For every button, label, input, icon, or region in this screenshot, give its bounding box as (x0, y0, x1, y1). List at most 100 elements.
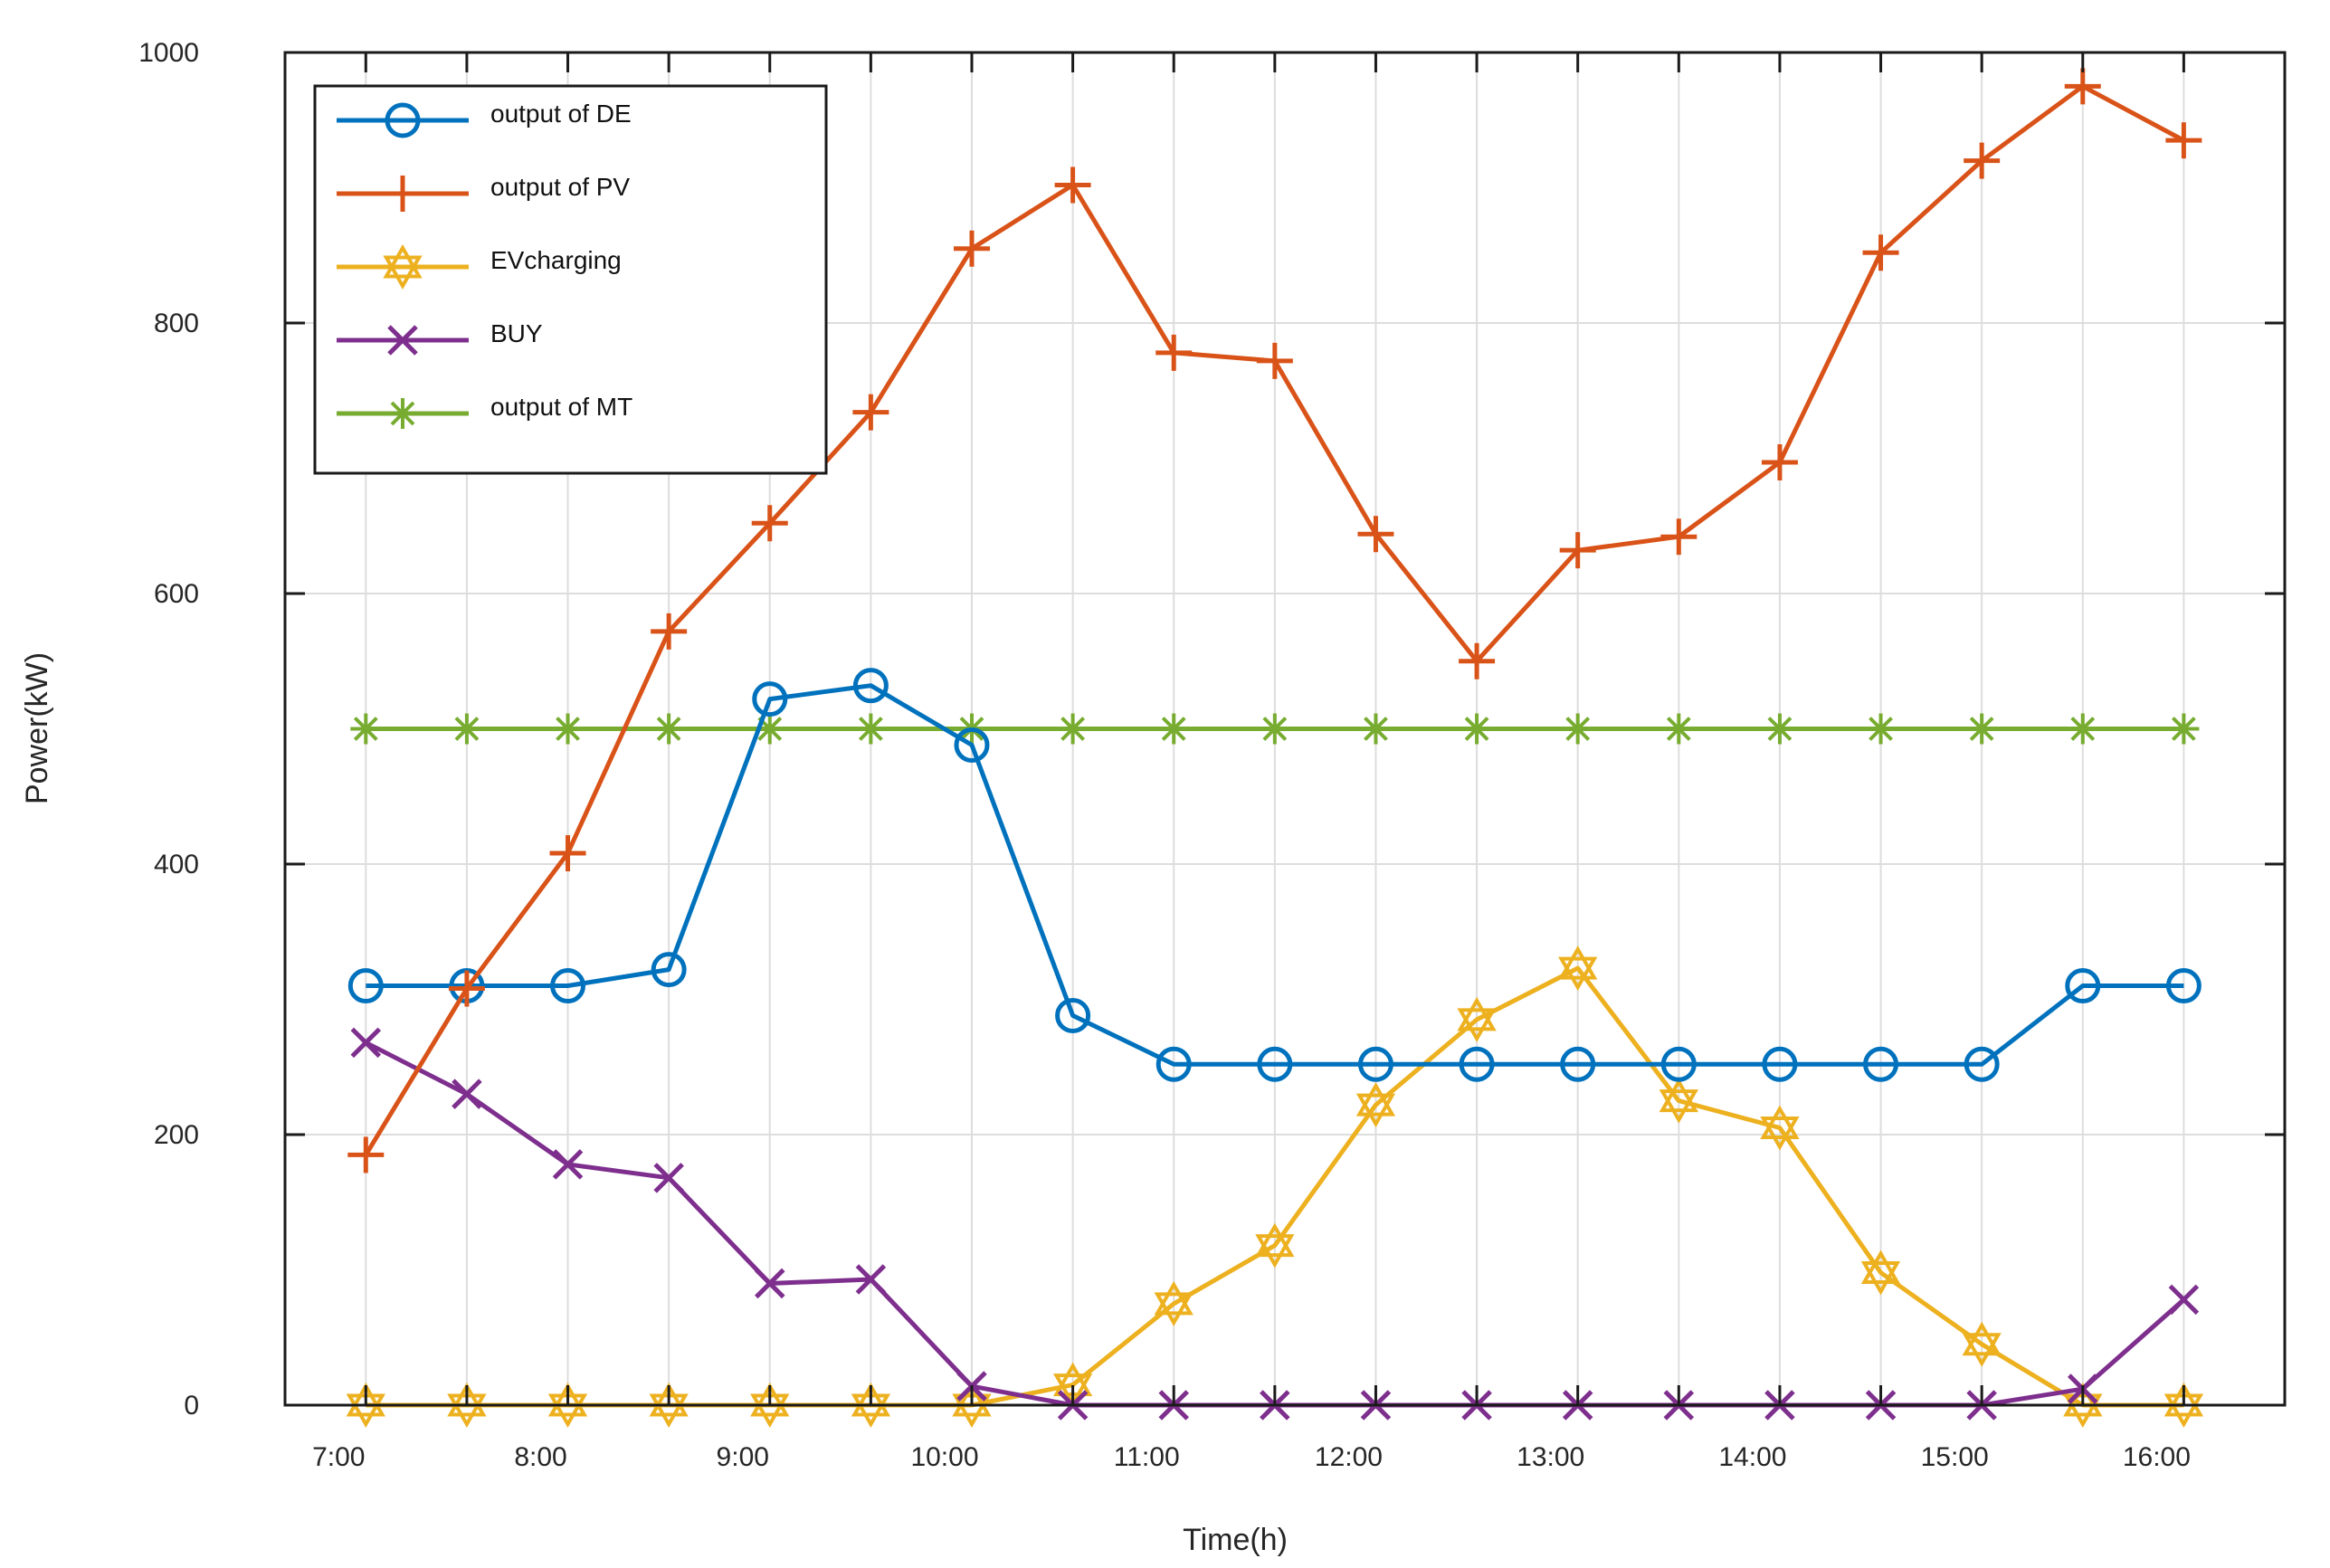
data-point (653, 713, 685, 745)
data-point (1863, 1046, 1899, 1082)
data-point (347, 1136, 385, 1174)
data-point (452, 1079, 482, 1109)
legend-entry: BUY (337, 319, 543, 356)
data-point (1663, 713, 1695, 745)
data-point (1256, 342, 1293, 379)
legend-label: EVcharging (490, 246, 622, 274)
x-tick-label: 10:00 (910, 1442, 978, 1472)
x-tick-label: 15:00 (1921, 1442, 1989, 1472)
data-point (653, 1163, 684, 1193)
data-point (1155, 1046, 1192, 1082)
legend-entry: output of DE (337, 100, 632, 138)
data-point (550, 968, 586, 1004)
data-point (549, 835, 586, 872)
legend: output of DE output of PV EVcharging BUY out… (313, 84, 828, 475)
data-point (347, 968, 384, 1004)
x-tick-label: 14:00 (1718, 1442, 1786, 1472)
data-point (1860, 1250, 1901, 1296)
data-point (1054, 166, 1091, 204)
data-point (1457, 996, 1497, 1042)
data-point (1357, 516, 1394, 553)
ticks (285, 51, 2285, 1407)
legend-label: output of PV (490, 173, 630, 201)
legend-entry: output of PV (337, 173, 630, 212)
data-point (552, 713, 584, 745)
data-point (1558, 946, 1598, 992)
data-point (1760, 1105, 1800, 1151)
y-tick-label: 0 (184, 1391, 199, 1421)
data-point (1057, 713, 1089, 745)
data-point (1155, 334, 1193, 371)
data-point (350, 1027, 382, 1059)
data-point (1154, 1280, 1194, 1326)
y-tick-label: 400 (154, 850, 199, 879)
data-point (1659, 1078, 1698, 1124)
data-point (1158, 713, 1190, 745)
data-point (855, 713, 887, 745)
data-point (953, 230, 990, 267)
y-axis-title: Power(kW) (20, 652, 54, 804)
y-tick-label: 1000 (138, 38, 199, 68)
legend-marker (385, 176, 421, 212)
plot-frame (283, 51, 2287, 1407)
x-tick-label: 16:00 (2123, 1442, 2191, 1472)
data-point (752, 681, 788, 717)
data-point (2168, 1284, 2200, 1316)
data-point (1559, 532, 1596, 569)
data-point (2064, 68, 2101, 105)
legend-marker (383, 244, 423, 290)
series-line (366, 683, 2184, 1067)
data-point (2168, 713, 2200, 745)
data-point (1762, 1046, 1798, 1082)
data-point (2065, 968, 2101, 1004)
legend-label: output of MT (490, 393, 632, 421)
data-point (2165, 122, 2202, 159)
legend-label: output of DE (490, 100, 632, 128)
tick-labels: 0 200 400 600 800 1000 7:00 8:00 9:00 10:00 11:00 1… (138, 38, 2191, 1472)
legend-label: BUY (490, 319, 543, 347)
data-point (1660, 1046, 1697, 1082)
data-point (1764, 713, 1795, 745)
data-point (852, 668, 889, 704)
legend-marker (385, 102, 421, 138)
data-point (1660, 518, 1698, 556)
data-point (1964, 142, 2001, 179)
data-point (1461, 713, 1493, 745)
legend-entry: output of MT (337, 393, 632, 429)
data-point (852, 394, 889, 431)
data-point (2067, 713, 2098, 745)
data-point (1562, 713, 1593, 745)
data-point (1962, 1321, 2002, 1367)
data-point (1560, 1046, 1596, 1082)
data-point (1459, 1046, 1495, 1082)
data-point (1966, 713, 1998, 745)
data-point (1259, 713, 1290, 745)
x-tick-label: 7:00 (312, 1442, 365, 1472)
series-4 (350, 713, 2200, 745)
data-point (1055, 997, 1091, 1033)
data-point (1964, 1046, 2000, 1082)
data-point (1862, 234, 1899, 271)
x-tick-label: 8:00 (514, 1442, 566, 1472)
data-point (1459, 642, 1496, 679)
data-point (1761, 443, 1798, 480)
x-tick-label: 13:00 (1517, 1442, 1584, 1472)
data-point (754, 1268, 785, 1299)
x-tick-label: 11:00 (1114, 1442, 1180, 1472)
data-point (448, 970, 485, 1007)
y-tick-label: 800 (154, 309, 199, 338)
x-axis-title: Time(h) (1183, 1523, 1288, 1557)
data-point (451, 713, 482, 745)
x-tick-label: 9:00 (717, 1442, 769, 1472)
data-point (1355, 1082, 1396, 1128)
data-point (751, 505, 788, 542)
data-point (954, 727, 990, 763)
data-point (2165, 968, 2202, 1004)
y-tick-label: 600 (154, 579, 199, 609)
data-point (651, 952, 687, 988)
series-1 (347, 68, 2202, 1174)
legend-entry: EVcharging (337, 244, 622, 290)
data-point (1360, 713, 1392, 745)
data-point (1255, 1222, 1295, 1269)
